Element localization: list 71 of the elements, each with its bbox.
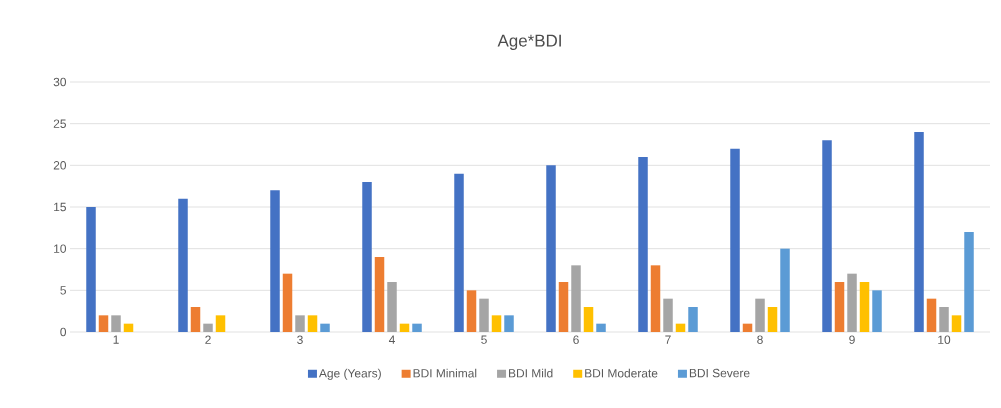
x-tick-label: 4 <box>388 335 395 344</box>
bar <box>466 290 477 332</box>
bar <box>491 315 502 332</box>
bar <box>742 323 753 332</box>
bar <box>282 273 293 332</box>
bar <box>834 282 845 332</box>
x-tick-label: 8 <box>757 335 763 344</box>
legend-label: Age (Years) <box>318 368 381 380</box>
bar <box>964 232 974 332</box>
bar <box>270 190 280 332</box>
x-tick-label: 9 <box>849 335 855 344</box>
bar <box>399 323 410 332</box>
bar <box>387 282 397 332</box>
bar <box>374 257 385 332</box>
bar <box>859 282 870 332</box>
bar <box>123 323 134 332</box>
x-tick-label: 6 <box>573 335 579 344</box>
y-tick-label: 10 <box>54 244 67 253</box>
bar <box>596 323 606 332</box>
bar <box>558 282 569 332</box>
y-tick-label: 20 <box>53 161 67 170</box>
y-tick-label: 5 <box>60 286 66 295</box>
bar <box>215 315 226 332</box>
legend-label: BDI Mild <box>509 368 553 378</box>
bar <box>650 265 661 332</box>
bar <box>583 307 594 332</box>
bar <box>307 315 318 332</box>
bar <box>320 323 330 332</box>
bar <box>178 198 188 332</box>
bar <box>362 182 372 332</box>
bar <box>479 298 489 332</box>
bar <box>822 140 832 332</box>
bar <box>951 315 962 332</box>
bar <box>190 307 201 332</box>
bar <box>111 315 121 332</box>
bar <box>926 298 937 332</box>
bar <box>663 298 673 332</box>
bar <box>203 323 213 332</box>
y-tick-label: 0 <box>60 327 67 337</box>
bar <box>412 323 422 332</box>
legend-label: BDI Minimal <box>413 368 477 378</box>
bar <box>98 315 109 332</box>
bar <box>847 273 857 332</box>
bar <box>767 307 778 332</box>
y-tick-label: 30 <box>53 77 67 87</box>
x-tick-label: 1 <box>113 335 119 344</box>
chart-title: Age*BDI <box>497 34 561 50</box>
bar <box>454 173 464 332</box>
x-tick-label: 2 <box>205 335 211 344</box>
bar <box>86 207 96 332</box>
bar <box>755 298 765 332</box>
bar <box>872 290 882 332</box>
bar <box>295 315 305 332</box>
y-tick-label: 25 <box>53 119 66 128</box>
bar <box>939 307 949 332</box>
bar <box>546 165 556 332</box>
bar <box>688 307 698 332</box>
bar <box>638 157 648 332</box>
legend-label: BDI Moderate <box>585 368 658 378</box>
bar <box>571 265 581 332</box>
bar <box>504 315 514 332</box>
x-tick-label: 7 <box>665 335 671 344</box>
x-tick-label: 10 <box>938 335 951 344</box>
x-tick-label: 5 <box>481 335 487 344</box>
x-tick-label: 3 <box>297 335 303 344</box>
bar <box>675 323 686 332</box>
legend-label: BDI Severe <box>689 368 750 378</box>
y-tick-label: 15 <box>54 202 66 212</box>
bar <box>730 148 740 332</box>
bar <box>780 248 790 332</box>
bar <box>914 132 924 332</box>
